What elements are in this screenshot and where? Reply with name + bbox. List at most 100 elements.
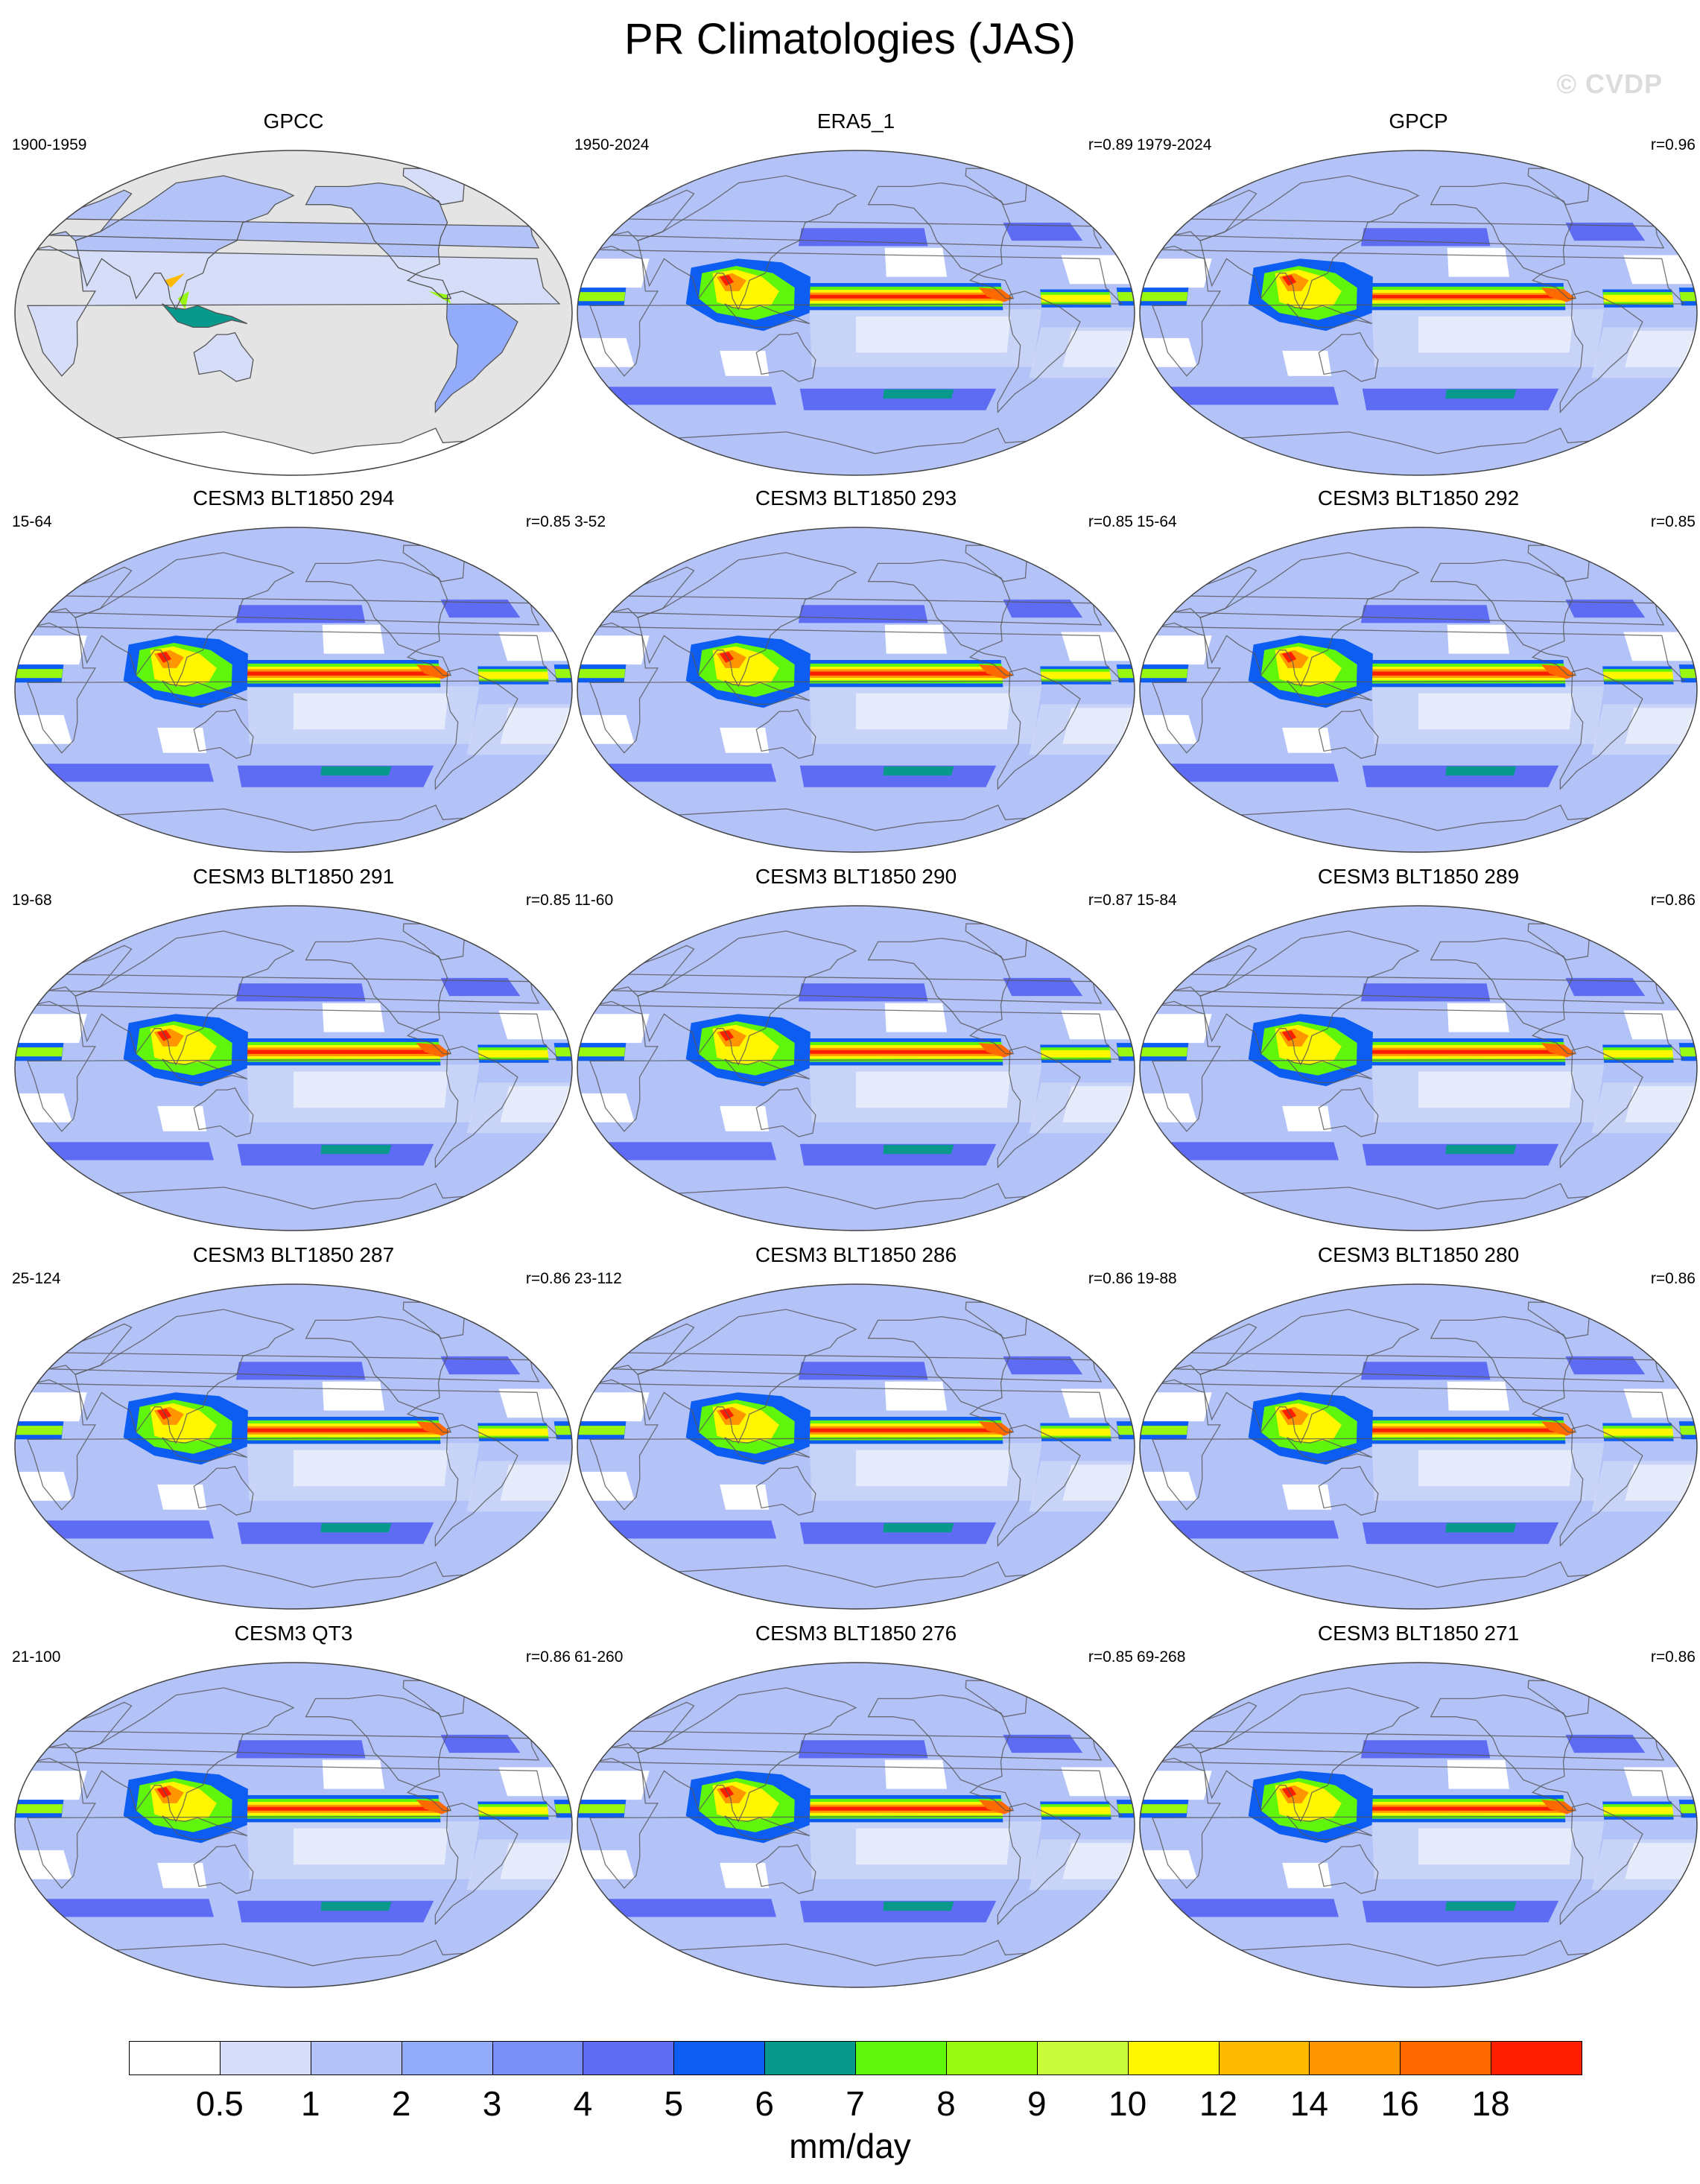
coastline-asia: [637, 1309, 857, 1444]
light-precip-zone: [1029, 1082, 1134, 1134]
dry-zone: [17, 1850, 72, 1879]
panel-period: 1950-2024: [574, 136, 650, 153]
colorbar-swatch: [219, 2041, 311, 2075]
colorbar-swatch: [129, 2041, 221, 2075]
coastline-samerica: [434, 1046, 518, 1169]
warm-pool-level-4: [1281, 1030, 1297, 1041]
coastline-asia: [74, 930, 295, 1066]
coastline-asia: [1199, 930, 1420, 1066]
itcz-band-level-4: [778, 1050, 1003, 1054]
african-monsoon-1: [15, 1047, 63, 1057]
monsoon-hotspot: [428, 291, 451, 304]
itcz-band-level-4: [1341, 671, 1565, 676]
panel-title: CESM3 QT3: [234, 1622, 353, 1645]
storm-track-core: [1445, 389, 1517, 399]
coastline-asia: [1199, 552, 1420, 688]
atlantic-itcz-level-2: [1041, 294, 1111, 302]
atlantic-itcz-level-2: [478, 1050, 549, 1058]
atlantic-itcz-level-2: [1603, 1806, 1674, 1815]
panel-period: 19-68: [12, 892, 52, 909]
map-panel: CESM3 BLT1850 276 61-260 r=0.85: [574, 1621, 1138, 1992]
dry-zone: [1142, 1771, 1212, 1800]
dry-zone: [322, 1003, 385, 1032]
warm-pool-level-4: [719, 652, 735, 663]
dry-zone: [1061, 255, 1132, 285]
coastline-antarctica: [658, 804, 1053, 852]
panel-period: 15-84: [1137, 892, 1177, 909]
colorbar-tick-label: 16: [1380, 2084, 1419, 2123]
dry-zone: [1623, 632, 1694, 661]
atlantic-itcz-level-2: [478, 1428, 549, 1436]
dry-zone: [720, 727, 770, 753]
coastline-africa: [26, 1379, 561, 1511]
atlantic-itcz-level-2: [1603, 294, 1674, 302]
coastline-asia: [1199, 175, 1420, 311]
coastline-antarctica: [1220, 1183, 1616, 1231]
itcz-band-level-4: [1341, 294, 1565, 299]
precip-map: [1139, 1662, 1698, 1988]
itcz-band-level-4: [1341, 1806, 1565, 1811]
precip-land-australia: [194, 332, 253, 381]
coastline-indonesia: [724, 680, 811, 705]
dry-zone: [498, 632, 569, 661]
coastline-africa: [589, 245, 1123, 377]
panel-title: GPCC: [263, 109, 324, 133]
storm-track: [1360, 1740, 1491, 1759]
coastline-greenland: [1527, 168, 1590, 206]
coastline-greenland: [402, 1680, 465, 1718]
light-precip-zone: [1029, 704, 1134, 755]
light-precip-zone: [1371, 686, 1605, 744]
panel-pattern-correlation: r=0.85: [1650, 513, 1696, 530]
precip-map: [1139, 527, 1698, 853]
storm-track: [1360, 983, 1491, 1002]
storm-track: [1565, 222, 1646, 241]
coastline-antarctica: [658, 1561, 1053, 1609]
coastline-indonesia: [162, 680, 248, 705]
colorbar-swatch: [492, 2041, 584, 2075]
coastline-namerica: [867, 559, 1015, 676]
coastline-samerica: [1559, 1803, 1643, 1926]
coastline-asia: [637, 1687, 857, 1823]
map-panel: CESM3 BLT1850 287 25-124 r=0.86: [12, 1242, 575, 1613]
colorbar-swatch: [945, 2041, 1038, 2075]
east-pacific-maximum: [416, 1421, 451, 1436]
coastline-australia: [755, 1844, 816, 1894]
panel-pattern-correlation: r=0.86: [1650, 1648, 1696, 1666]
storm-track: [1565, 977, 1646, 997]
dry-zone: [1142, 337, 1197, 367]
panel-period: 11-60: [574, 892, 614, 909]
panel-title: CESM3 BLT1850 294: [192, 486, 395, 510]
coastline-asia: [74, 175, 295, 311]
watermark: © CVDP: [1556, 69, 1663, 99]
storm-track: [1164, 1520, 1339, 1539]
dry-zone: [1623, 1388, 1694, 1418]
african-monsoon-1: [577, 1047, 626, 1057]
light-precip-zone: [809, 309, 1042, 367]
coastline-greenland: [965, 168, 1027, 206]
coastline-australia: [193, 331, 254, 382]
coastline-samerica: [1559, 667, 1643, 790]
coastline-antarctica: [95, 428, 491, 475]
panel-pattern-correlation: r=0.85: [1088, 513, 1133, 530]
coastline-greenland: [965, 923, 1027, 961]
light-precip-zone: [809, 686, 1042, 744]
dry-zone: [1447, 1003, 1510, 1032]
map-panel: CESM3 BLT1850 293 3-52 r=0.85: [574, 486, 1138, 857]
coastline-asia: [74, 1687, 295, 1823]
african-monsoon-1: [577, 1804, 626, 1814]
coastline-australia: [755, 1465, 816, 1516]
panel-period: 15-64: [12, 513, 52, 530]
coastline-greenland: [965, 1301, 1027, 1339]
coastline-indonesia: [1287, 1815, 1373, 1841]
storm-track-core: [1445, 1523, 1517, 1533]
coastline-australia: [193, 1087, 254, 1137]
storm-track: [1360, 1362, 1491, 1380]
map-border: [577, 1662, 1135, 1988]
storm-track: [1003, 1356, 1083, 1375]
dry-zone: [720, 1484, 770, 1510]
precip-map: [14, 905, 573, 1231]
storm-track: [39, 1142, 214, 1161]
warm-pool-level-4: [719, 1409, 735, 1420]
light-precip-zone: [1591, 1461, 1696, 1512]
african-monsoon-1: [15, 1426, 63, 1435]
